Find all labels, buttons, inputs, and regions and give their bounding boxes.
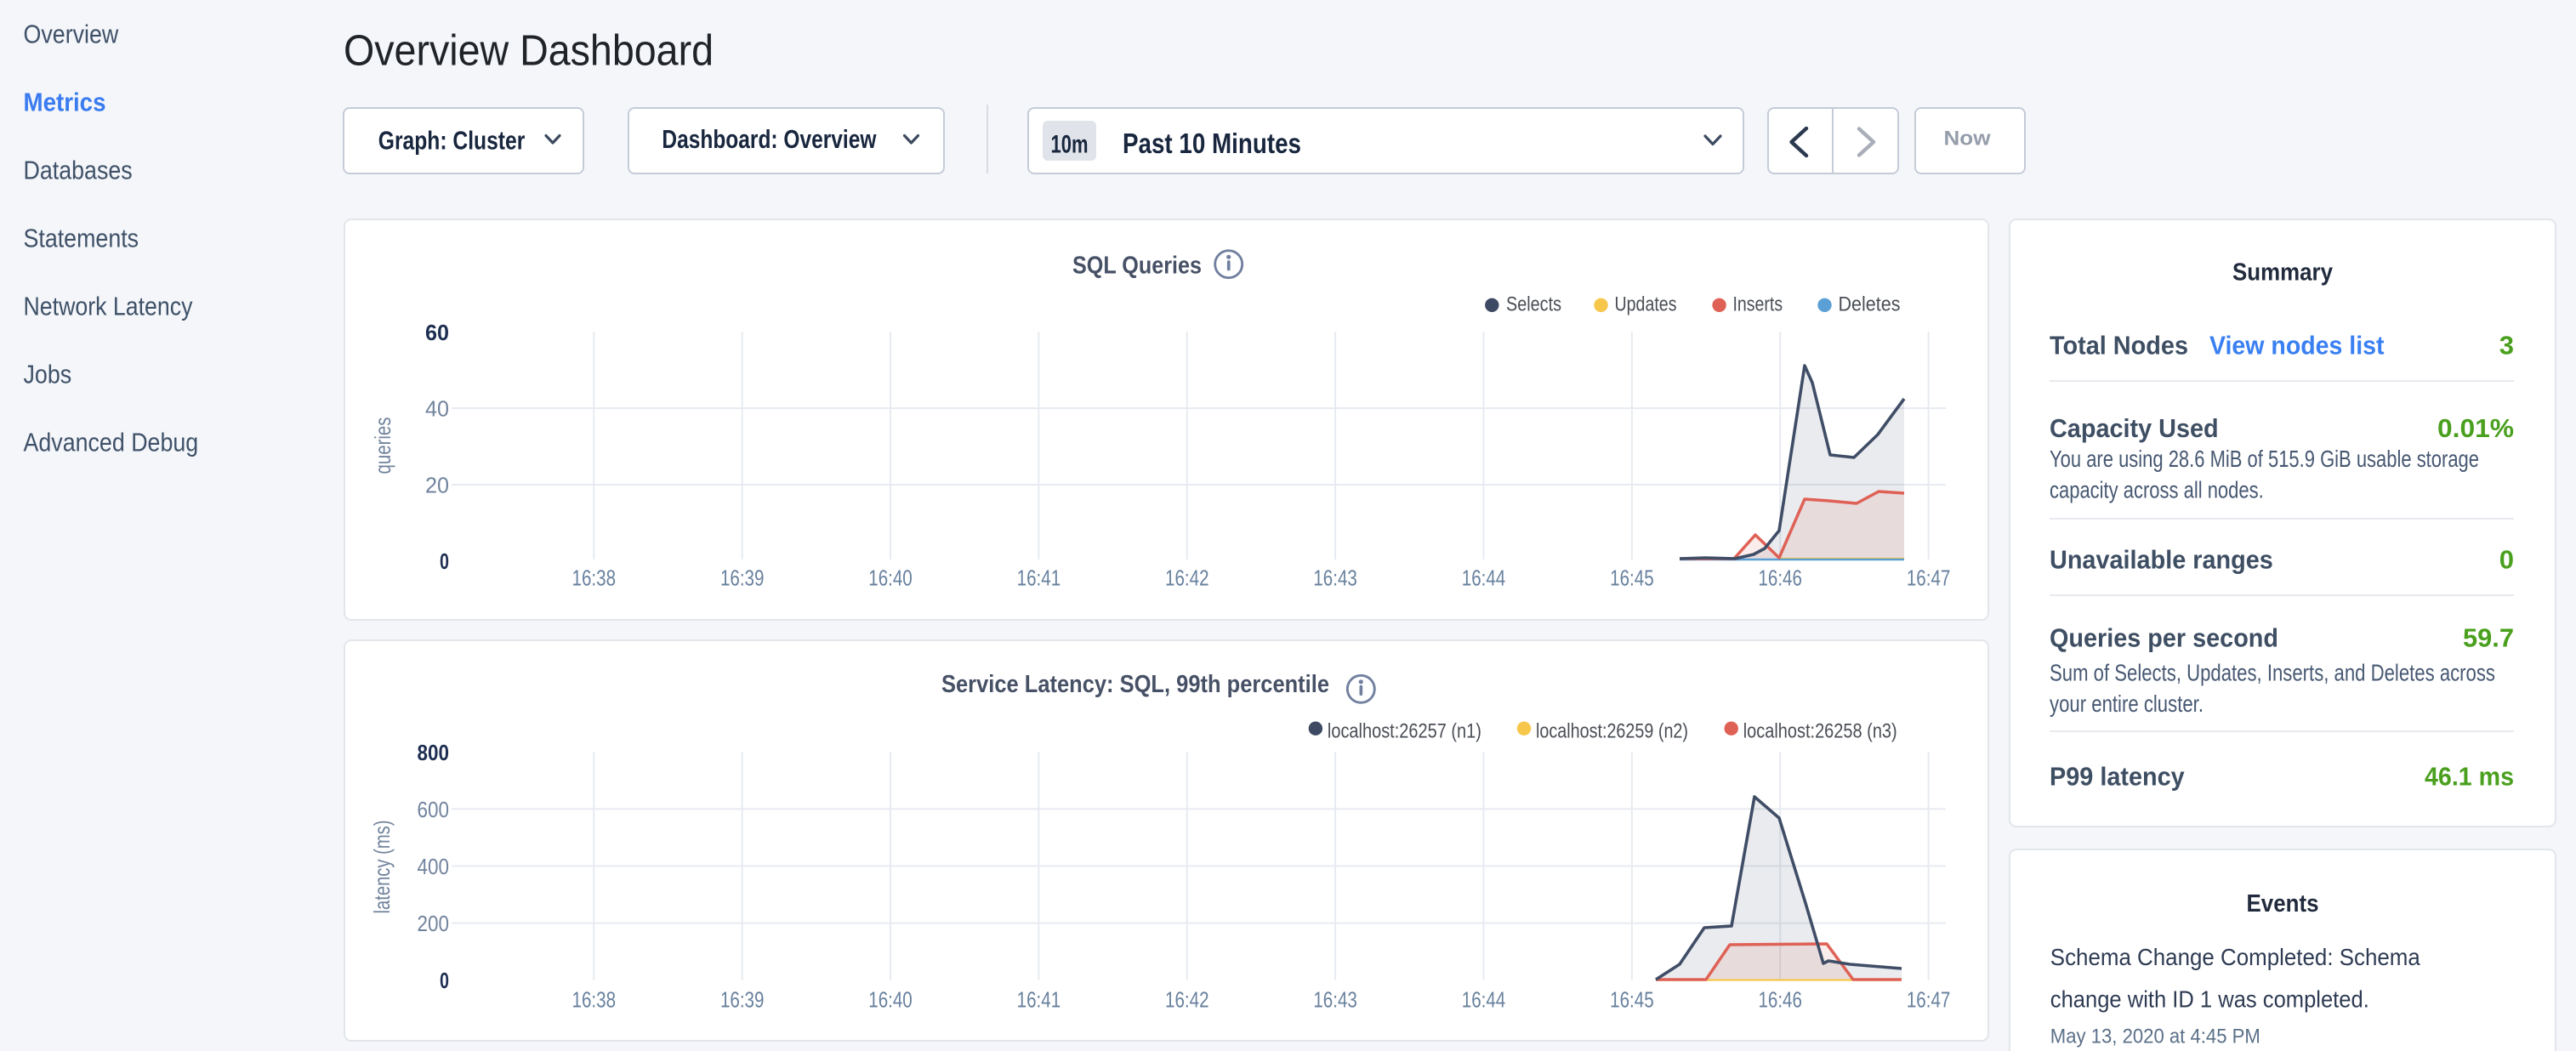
svg-text:Unavailable ranges: Unavailable ranges (2050, 544, 2273, 574)
svg-text:localhost:26257 (n1): localhost:26257 (n1) (1328, 720, 1481, 743)
svg-text:Now: Now (1944, 128, 1991, 151)
svg-text:16:45: 16:45 (1610, 987, 1654, 1013)
svg-text:Queries per second: Queries per second (2050, 622, 2278, 652)
svg-text:46.1 ms: 46.1 ms (2425, 761, 2514, 791)
svg-text:16:47: 16:47 (1907, 987, 1951, 1013)
svg-text:10m: 10m (1051, 131, 1089, 159)
svg-text:P99 latency: P99 latency (2050, 761, 2185, 791)
svg-text:Updates: Updates (1615, 293, 1677, 315)
svg-text:localhost:26258 (n3): localhost:26258 (n3) (1743, 720, 1897, 743)
svg-text:Service Latency: SQL, 99th per: Service Latency: SQL, 99th percentile (941, 671, 1329, 698)
svg-text:0: 0 (440, 968, 449, 993)
svg-text:Schema Change Completed: Schem: Schema Change Completed: Schema (2050, 944, 2420, 970)
svg-text:600: 600 (418, 797, 450, 822)
svg-text:Advanced Debug: Advanced Debug (24, 428, 199, 457)
svg-text:800: 800 (418, 740, 450, 765)
svg-text:Summary: Summary (2232, 258, 2333, 286)
svg-text:your entire cluster.: your entire cluster. (2050, 690, 2204, 717)
svg-text:Selects: Selects (1506, 293, 1561, 315)
svg-text:Network Latency: Network Latency (24, 292, 193, 321)
svg-text:400: 400 (418, 854, 450, 879)
svg-text:SQL Queries: SQL Queries (1072, 252, 1202, 279)
svg-text:Overview: Overview (24, 20, 119, 49)
svg-text:Past 10 Minutes: Past 10 Minutes (1123, 128, 1301, 159)
svg-text:May 13, 2020 at 4:45 PM: May 13, 2020 at 4:45 PM (2050, 1025, 2260, 1048)
svg-text:latency (ms): latency (ms) (369, 821, 395, 914)
svg-text:16:41: 16:41 (1017, 987, 1061, 1013)
svg-text:You are using 28.6 MiB of 515.: You are using 28.6 MiB of 515.9 GiB usab… (2050, 446, 2479, 472)
svg-text:Databases: Databases (24, 156, 133, 185)
svg-text:16:43: 16:43 (1313, 565, 1357, 591)
svg-text:16:38: 16:38 (572, 565, 617, 591)
svg-text:Metrics: Metrics (24, 88, 106, 117)
svg-text:Deletes: Deletes (1839, 293, 1901, 315)
svg-text:16:42: 16:42 (1165, 565, 1209, 591)
svg-text:59.7: 59.7 (2463, 622, 2514, 652)
svg-text:16:47: 16:47 (1907, 565, 1951, 591)
svg-text:View nodes list: View nodes list (2209, 331, 2385, 361)
svg-text:16:41: 16:41 (1017, 565, 1061, 591)
svg-text:60: 60 (425, 320, 449, 345)
svg-text:16:40: 16:40 (868, 987, 913, 1013)
svg-text:Dashboard: Overview: Dashboard: Overview (662, 124, 877, 154)
svg-text:Jobs: Jobs (24, 360, 72, 389)
svg-text:localhost:26259 (n2): localhost:26259 (n2) (1536, 720, 1688, 743)
svg-text:16:42: 16:42 (1165, 987, 1209, 1013)
svg-text:0: 0 (440, 548, 449, 574)
svg-text:0: 0 (2499, 544, 2514, 574)
svg-text:20: 20 (425, 472, 449, 497)
svg-text:16:40: 16:40 (868, 565, 913, 591)
svg-text:16:43: 16:43 (1313, 987, 1357, 1013)
svg-text:0.01%: 0.01% (2437, 413, 2514, 443)
svg-text:Statements: Statements (24, 224, 139, 253)
svg-text:Sum of Selects, Updates, Inser: Sum of Selects, Updates, Inserts, and De… (2050, 660, 2495, 686)
svg-text:change with ID 1 was completed: change with ID 1 was completed. (2050, 986, 2369, 1012)
svg-text:Inserts: Inserts (1733, 293, 1783, 315)
svg-text:capacity across all nodes.: capacity across all nodes. (2050, 476, 2264, 503)
svg-text:3: 3 (2499, 331, 2514, 361)
svg-text:Total Nodes: Total Nodes (2050, 331, 2188, 361)
svg-text:16:39: 16:39 (720, 987, 765, 1013)
svg-text:Events: Events (2247, 890, 2319, 917)
svg-text:16:46: 16:46 (1758, 565, 1802, 591)
svg-text:200: 200 (418, 911, 450, 936)
svg-text:40: 40 (425, 396, 449, 422)
svg-text:16:46: 16:46 (1758, 987, 1802, 1013)
svg-text:16:44: 16:44 (1462, 987, 1506, 1013)
svg-text:16:38: 16:38 (572, 987, 617, 1013)
svg-text:16:44: 16:44 (1462, 565, 1506, 591)
svg-text:queries: queries (370, 418, 395, 474)
svg-text:Overview Dashboard: Overview Dashboard (344, 26, 714, 75)
svg-text:Graph: Cluster: Graph: Cluster (378, 125, 526, 155)
svg-text:Capacity Used: Capacity Used (2050, 413, 2219, 443)
svg-text:16:45: 16:45 (1610, 565, 1654, 591)
svg-text:16:39: 16:39 (720, 565, 765, 591)
